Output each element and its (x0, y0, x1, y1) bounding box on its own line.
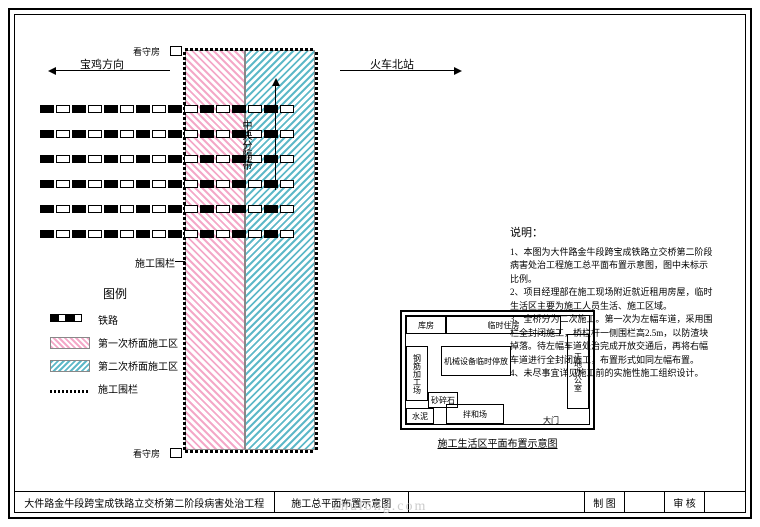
divider-label: 中央分隔带 (238, 120, 253, 170)
title-check: 审 核 (665, 492, 705, 512)
dir-right-label: 火车北站 (370, 56, 414, 72)
note-1: 1、本图为大件路金牛段跨宝成铁路立交桥第二阶段病害处治工程施工总平面布置示意图，… (510, 246, 715, 287)
fence-label: 施工围栏 (135, 255, 175, 270)
site-plan: 库房 临时住房 钢筋加工场 机械设备临时停放 工地办公室 砂碎石 水泥 拌和场 … (400, 310, 595, 430)
watermark: zhulong.com (333, 499, 428, 515)
rail-6 (40, 230, 480, 238)
guard-top-label: 看守房 (133, 45, 160, 58)
legend-zone1-text: 第一次桥面施工区 (98, 335, 178, 350)
site-dorm: 临时住房 (446, 316, 561, 334)
rail-5 (40, 205, 480, 213)
title-spacer (409, 492, 585, 512)
rail-2 (40, 130, 480, 138)
title-project: 大件路金牛段跨宝成铁路立交桥第二阶段病害处治工程 (15, 492, 275, 512)
site-caption: 施工生活区平面布置示意图 (400, 435, 595, 450)
site-warehouse: 库房 (406, 316, 446, 334)
legend: 图例 铁路 第一次桥面施工区 第二次桥面施工区 施工围栏 (50, 285, 180, 435)
site-steel: 钢筋加工场 (406, 346, 428, 401)
fence-top (185, 48, 315, 51)
site-office: 工地办公室 (567, 334, 589, 409)
legend-zone2-text: 第二次桥面施工区 (98, 358, 178, 373)
guard-bottom (170, 448, 182, 458)
site-equip: 机械设备临时停放 (441, 346, 511, 376)
legend-zone1: 第一次桥面施工区 (50, 335, 180, 350)
site-mix: 拌和场 (446, 404, 504, 424)
legend-title: 图例 (50, 285, 180, 302)
guard-top (170, 46, 182, 56)
main-diagram: 宝鸡方向 火车北站 中央分隔带 看守房 看守房 施工围栏 图例 铁路 第一次桥面… (20, 20, 740, 472)
site-inner: 库房 临时住房 钢筋加工场 机械设备临时停放 工地办公室 砂碎石 水泥 拌和场 … (405, 315, 590, 425)
legend-zone2: 第二次桥面施工区 (50, 358, 180, 373)
notes-title: 说明： (510, 225, 715, 242)
note-2: 2、项目经理部在施工现场附近就近租用房屋，临时生活区主要为施工人员生活、施工区域… (510, 286, 715, 313)
fence-pointer (175, 261, 185, 262)
rail-4 (40, 180, 480, 188)
title-made-val (625, 492, 665, 512)
rail-3 (40, 155, 480, 163)
legend-rail: 铁路 (50, 312, 180, 327)
dir-left-label: 宝鸡方向 (80, 56, 124, 72)
legend-fence: 施工围栏 (50, 381, 180, 396)
title-made: 制 图 (585, 492, 625, 512)
legend-fence-text: 施工围栏 (98, 381, 138, 396)
legend-rail-text: 铁路 (98, 312, 118, 327)
site-water: 水泥 (406, 408, 434, 424)
title-check-val (705, 492, 745, 512)
fence-bottom (185, 450, 315, 453)
rail-1 (40, 105, 480, 113)
site-gate: 大门 (543, 415, 559, 426)
guard-bottom-label: 看守房 (133, 447, 160, 460)
